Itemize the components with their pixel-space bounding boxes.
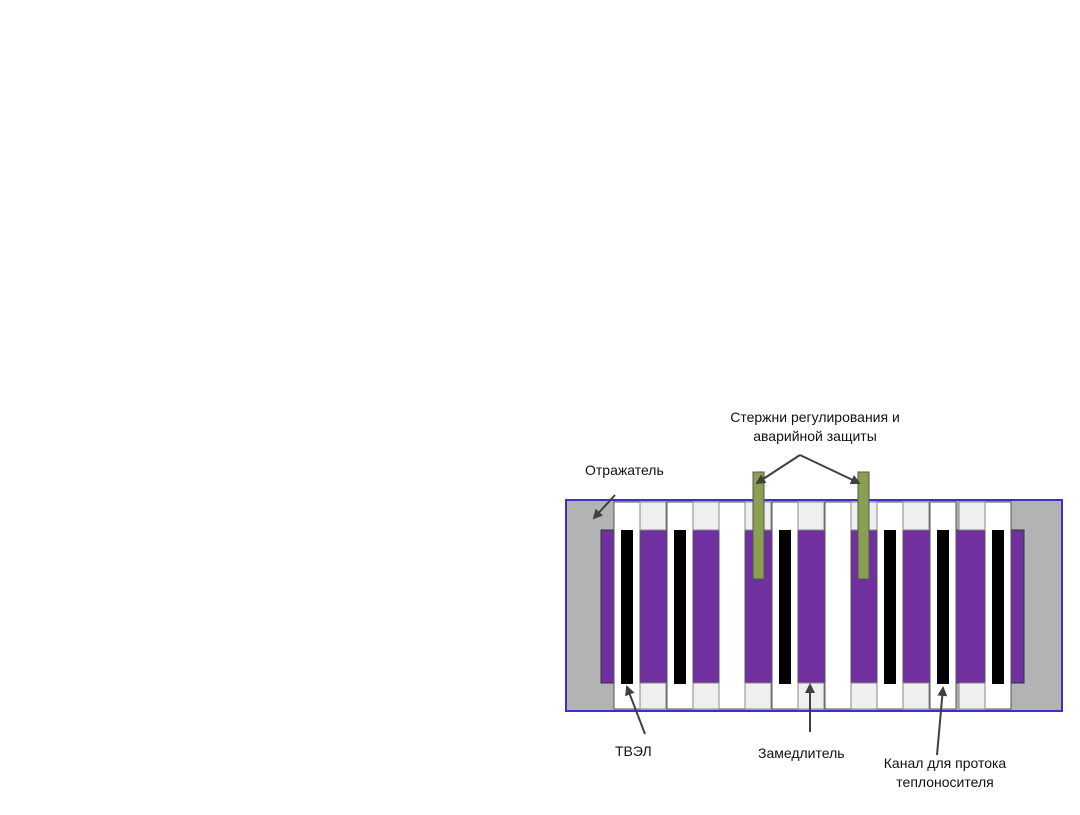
fuel-element-arrow xyxy=(625,685,646,735)
coolant-channel-label-line2: теплоносителя xyxy=(896,774,994,790)
control-rods-label-line2: аварийной защиты xyxy=(753,428,877,444)
moderator-cap-bottom xyxy=(639,682,667,710)
fuel-element xyxy=(992,530,1004,684)
control-rod xyxy=(752,471,765,580)
coolant-channel xyxy=(718,501,746,710)
control-rods-label: Стержни регулирования и аварийной защиты xyxy=(700,408,930,446)
moderator-cap-bottom xyxy=(958,682,986,710)
control-rod-arrow-left xyxy=(755,454,801,485)
fuel-element-label: ТВЭЛ xyxy=(615,743,652,759)
fuel-element xyxy=(937,530,949,684)
moderator-cap-top xyxy=(902,501,930,531)
moderator-cap-top xyxy=(797,501,825,531)
control-rod-arrow-right xyxy=(799,454,861,485)
moderator-cap-top xyxy=(639,501,667,531)
coolant-channel-label-line1: Канал для протока xyxy=(883,755,1007,771)
fuel-element xyxy=(779,530,791,684)
reflector-label: Отражатель xyxy=(585,462,664,478)
moderator-label: Замедлитель xyxy=(758,745,845,761)
moderator-cap-bottom xyxy=(902,682,930,710)
control-rods-label-line1: Стержни регулирования и xyxy=(730,409,900,425)
moderator-cap-bottom xyxy=(744,682,772,710)
moderator-cap-top xyxy=(692,501,720,531)
moderator-cap-bottom xyxy=(850,682,878,710)
moderator-block xyxy=(600,529,1025,684)
fuel-element xyxy=(621,530,633,684)
coolant-channel-arrow xyxy=(936,686,948,756)
control-rod xyxy=(857,471,870,580)
coolant-channel xyxy=(824,501,852,710)
vessel-outline xyxy=(565,499,1063,712)
fuel-element xyxy=(884,530,896,684)
fuel-element xyxy=(674,530,686,684)
reflector-arrow xyxy=(592,494,616,520)
moderator-cap-top xyxy=(958,501,986,531)
moderator-cap-bottom xyxy=(692,682,720,710)
coolant-channel-label: Канал для протока теплоносителя xyxy=(870,754,1020,792)
